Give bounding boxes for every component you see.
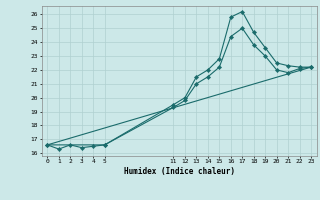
X-axis label: Humidex (Indice chaleur): Humidex (Indice chaleur) bbox=[124, 167, 235, 176]
